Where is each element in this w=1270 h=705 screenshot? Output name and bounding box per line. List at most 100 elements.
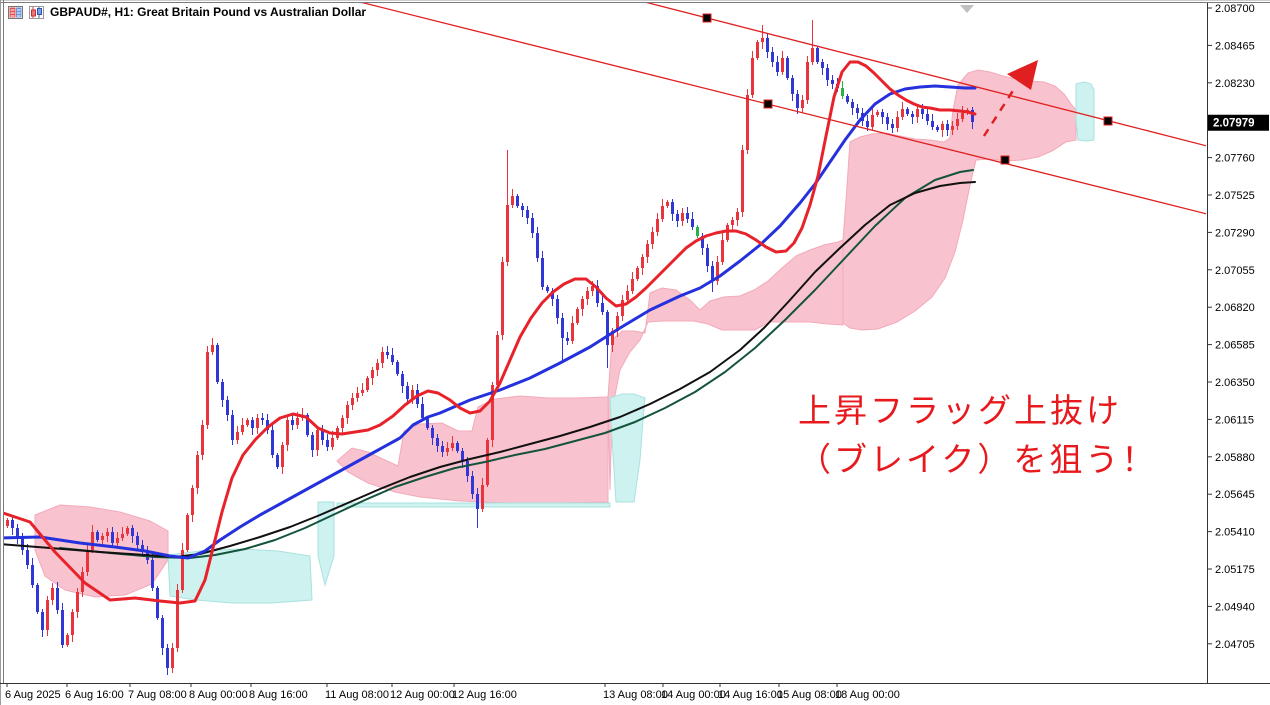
breakout-arrow-shaft[interactable]: [982, 85, 1018, 137]
trendline-handle[interactable]: [1000, 155, 1010, 165]
candle-body: [406, 386, 409, 399]
candles-icon[interactable]: [29, 5, 44, 19]
price-tick-label: 2.07525: [1215, 190, 1255, 202]
candle-body: [151, 560, 154, 588]
time-tick-label: 14 Aug 16:00: [718, 689, 783, 701]
candle-body: [921, 109, 924, 114]
candle-body: [86, 550, 89, 572]
candle-body: [186, 515, 189, 550]
candle-body: [716, 262, 719, 281]
candle-body: [36, 585, 39, 612]
candle-body: [661, 206, 664, 219]
candle-body: [251, 420, 254, 428]
candle-body: [211, 345, 214, 352]
candle-body: [161, 618, 164, 648]
ma-line-green: [59, 169, 974, 559]
trendline-handle[interactable]: [1103, 116, 1113, 126]
trendline-handle[interactable]: [702, 13, 712, 23]
candle-body: [471, 476, 474, 494]
candle-body: [121, 534, 124, 538]
trendline[interactable]: [637, 0, 1207, 147]
candle-body: [801, 100, 804, 108]
candle-body: [871, 115, 874, 127]
candle-body: [236, 432, 239, 440]
candle-body: [686, 213, 689, 219]
price-tick-label: 2.05880: [1215, 452, 1255, 464]
price-tick-label: 2.05410: [1215, 527, 1255, 539]
candle-body: [306, 415, 309, 435]
candle-body: [426, 418, 429, 428]
candle-body: [486, 440, 489, 485]
price-tick-label: 2.08700: [1215, 3, 1255, 15]
current-price-value: 2.07979: [1213, 118, 1255, 130]
candle-body: [756, 42, 759, 58]
breakout-arrow-head-icon[interactable]: [1007, 60, 1038, 90]
candle-body: [501, 262, 504, 335]
candle-body: [271, 430, 274, 455]
trendline[interactable]: [352, 0, 1207, 215]
chart-layers: [4, 0, 1207, 675]
candle-body: [191, 488, 194, 515]
candle-body: [566, 338, 569, 341]
candle-body: [321, 430, 324, 440]
candle-body: [196, 455, 199, 488]
candle-body: [811, 48, 814, 62]
candle-body: [536, 233, 539, 258]
candle-body: [761, 38, 764, 42]
candle-body: [631, 279, 634, 291]
candle-body: [696, 227, 699, 236]
candle-body: [746, 95, 749, 150]
candle-body: [831, 80, 834, 84]
candle-body: [171, 648, 174, 668]
candle-body: [316, 430, 319, 450]
candle-body: [586, 291, 589, 299]
candle-body: [521, 206, 524, 210]
candle-body: [666, 202, 669, 206]
candle-body: [936, 127, 939, 130]
candle-body: [366, 378, 369, 390]
candle-body: [511, 196, 514, 205]
candle-body: [516, 196, 519, 206]
candle-body: [21, 538, 24, 550]
candle-body: [676, 214, 679, 221]
candle-body: [796, 94, 799, 108]
candle-body: [821, 62, 824, 68]
candle-body: [266, 420, 269, 430]
candle-body: [816, 48, 819, 62]
candle-body: [616, 316, 619, 331]
candle-body: [376, 363, 379, 370]
candle-body: [101, 536, 104, 540]
candle-body: [356, 393, 359, 398]
candle-body: [111, 532, 114, 543]
ichimoku-cloud-cyan: [609, 393, 646, 503]
candle-body: [606, 312, 609, 345]
quotes-icon[interactable]: [8, 5, 23, 19]
candle-body: [276, 455, 279, 467]
candle-body: [826, 68, 829, 80]
trendline-handle[interactable]: [763, 99, 773, 109]
candle-body: [221, 382, 224, 400]
candle-body: [771, 52, 774, 62]
candle-body: [411, 390, 414, 399]
candle-body: [506, 205, 509, 262]
candle-body: [286, 420, 289, 445]
ichimoku-cloud-pink: [336, 395, 609, 504]
candle-body: [896, 117, 899, 128]
candle-body: [261, 418, 264, 420]
price-tick-label: 2.08230: [1215, 78, 1255, 90]
time-tick-label: 6 Aug 16:00: [65, 689, 124, 701]
chart-annotation-text[interactable]: 上昇フラッグ上抜け （ブレイク）を狙う！: [798, 386, 1157, 484]
candle-body: [956, 119, 959, 126]
candle-body: [226, 400, 229, 415]
price-tick-label: 2.07055: [1215, 265, 1255, 277]
ichimoku-cloud-cyan: [336, 502, 611, 508]
candle-body: [361, 390, 364, 393]
candle-body: [701, 236, 704, 248]
candle-body: [431, 428, 434, 438]
price-tick-label: 2.07290: [1215, 227, 1255, 239]
candle-body: [421, 404, 424, 418]
candle-body: [591, 286, 594, 291]
candle-body: [791, 78, 794, 94]
candle-body: [626, 291, 629, 300]
